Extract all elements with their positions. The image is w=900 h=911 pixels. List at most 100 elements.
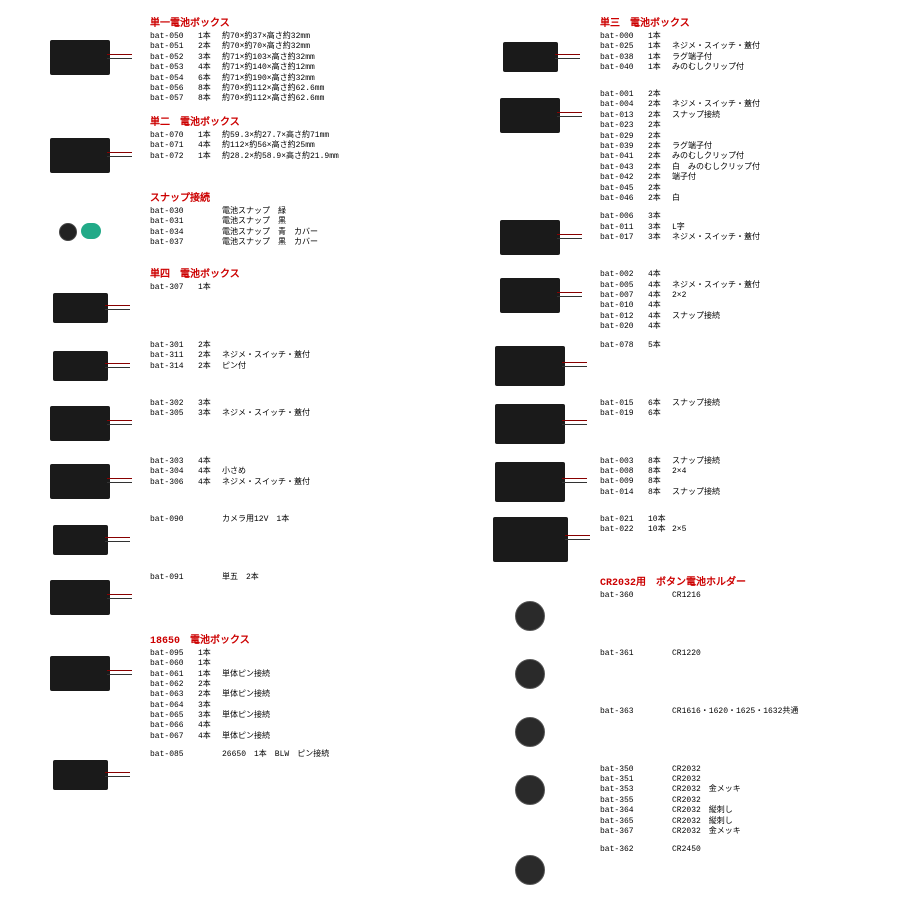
section: 単二 電池ボックスbat-0701本約59.3×約27.7×高さ約71mmbat… [20,113,430,181]
product-qty: 1本 [648,32,672,42]
section: bat-02110本bat-02210本2×5 [470,515,880,565]
product-desc: ネジメ・スイッチ・蓋付 [222,351,310,360]
spec-item: bat-0611本単体ピン接続 [150,670,270,680]
product-qty: 1本 [198,131,222,141]
product-code: bat-071 [150,141,198,151]
product-qty: 2本 [648,121,672,131]
product-code: bat-353 [600,785,648,795]
spec-item: bat-0132本スナップ接続 [600,111,760,121]
spec-item: bat-364CR2032 縦刺し [600,806,741,816]
spec-item: bat-0653本単体ピン接続 [150,711,270,721]
product-code: bat-066 [150,721,198,731]
product-thumb [470,212,590,262]
product-thumb [470,399,590,449]
section-row: bat-08526650 1本 BLW ピン接続 [20,750,430,800]
product-code: bat-051 [150,42,198,52]
spec-list: bat-091 単五 2本 [150,573,259,583]
spec-list: bat-362CR2450 [600,845,701,855]
spec-item: bat-0951本 [150,649,270,659]
product-qty: 4本 [198,467,222,477]
section-row: bat-362CR2450 [470,845,880,895]
spec-item: bat-0098本 [600,477,720,487]
product-qty: 2本 [648,132,672,142]
product-code: bat-043 [600,163,648,173]
product-qty: 6本 [648,399,672,409]
product-qty: 4本 [198,478,222,488]
product-qty: 1本 [648,53,672,63]
section-row: bat-363CR1616・1620・1625・1632共通 [470,707,880,757]
spec-item: bat-3142本ピン付 [150,362,310,372]
section: bat-0785本 [470,341,880,391]
spec-item: bat-0124本スナップ接続 [600,312,760,322]
product-code: bat-030 [150,207,198,217]
spec-item: bat-365CR2032 縦刺し [600,817,741,827]
section-title: 単三 電池ボックス [600,14,880,30]
spec-item: bat-0452本 [600,184,760,194]
product-code: bat-008 [600,467,648,477]
product-code: bat-303 [150,457,198,467]
battery-holder-icon [53,293,108,323]
section: CR2032用 ボタン電池ホルダーbat-360CR1216 [470,573,880,641]
product-code: bat-060 [150,659,198,669]
product-desc: CR2032 [672,775,701,784]
product-desc: CR2032 金メッキ [672,827,741,836]
product-code: bat-017 [600,233,648,243]
battery-holder-icon [500,278,560,313]
spec-list: bat-0501本約70×約37×高さ約32mmbat-0512本約70×約70… [150,32,324,105]
product-code: bat-037 [150,238,198,248]
product-code: bat-355 [600,796,648,806]
section-row: bat-090カメラ用12V 1本 [20,515,430,565]
spec-item: bat-0785本 [600,341,672,351]
product-desc: ネジメ・スイッチ・蓋付 [672,281,760,290]
spec-item: bat-3034本 [150,457,310,467]
spec-item: bat-3071本 [150,283,222,293]
product-qty: 4本 [198,457,222,467]
section-row: bat-0701本約59.3×約27.7×高さ約71mmbat-0714本約11… [20,131,430,181]
product-qty: 8本 [648,457,672,467]
product-code: bat-020 [600,322,648,332]
product-code: bat-004 [600,100,648,110]
product-desc: 単体ピン接続 [222,670,270,679]
product-code: bat-021 [600,515,648,525]
spec-item: bat-350CR2032 [600,765,741,775]
spec-item: bat-0381本ラグ端子付 [600,53,760,63]
spec-list: bat-02110本bat-02210本2×5 [600,515,686,536]
product-desc: スナップ接続 [672,399,720,408]
section: bat-0156本スナップ接続bat-0196本 [470,399,880,449]
product-desc: 単体ピン接続 [222,690,270,699]
spec-item: bat-0578本約70×約112×高さ約62.6mm [150,94,324,104]
section-row: bat-091 単五 2本 [20,573,430,623]
product-code: bat-351 [600,775,648,785]
spec-item: bat-0292本 [600,132,760,142]
spec-item: bat-362CR2450 [600,845,701,855]
spec-item: bat-0074本2×2 [600,291,760,301]
product-code: bat-040 [600,63,648,73]
section: bat-090カメラ用12V 1本 [20,515,430,565]
spec-item: bat-0232本 [600,121,760,131]
spec-item: bat-0401本みのむしクリップ付 [600,63,760,73]
spec-item: bat-0501本約70×約37×高さ約32mm [150,32,324,42]
product-qty: 4本 [648,281,672,291]
product-desc: ラグ端子付 [672,142,712,151]
product-code: bat-010 [600,301,648,311]
product-desc: 単五 2本 [222,573,259,582]
product-thumb [470,341,590,391]
right-column: 単三 電池ボックスbat-0001本bat-0251本ネジメ・スイッチ・蓋付ba… [470,10,880,903]
spec-item: bat-3064本ネジメ・スイッチ・蓋付 [150,478,310,488]
spec-item: bat-0104本 [600,301,760,311]
product-code: bat-015 [600,399,648,409]
product-qty: 4本 [198,721,222,731]
spec-list: bat-3071本 [150,283,222,293]
product-qty: 10本 [648,515,672,525]
product-desc: L字 [672,223,685,232]
product-code: bat-012 [600,312,648,322]
section-row: bat-030電池スナップ 緑bat-031電池スナップ 黒bat-034電池ス… [20,207,430,257]
product-code: bat-091 [150,573,198,583]
section-row: bat-3023本bat-3053本ネジメ・スイッチ・蓋付 [20,399,430,449]
spec-item: bat-0251本ネジメ・スイッチ・蓋付 [600,42,760,52]
battery-holder-icon [495,404,565,444]
product-desc: ピン付 [222,362,246,371]
product-desc: スナップ接続 [672,312,720,321]
spec-item: bat-3112本ネジメ・スイッチ・蓋付 [150,351,310,361]
product-qty: 8本 [198,94,222,104]
